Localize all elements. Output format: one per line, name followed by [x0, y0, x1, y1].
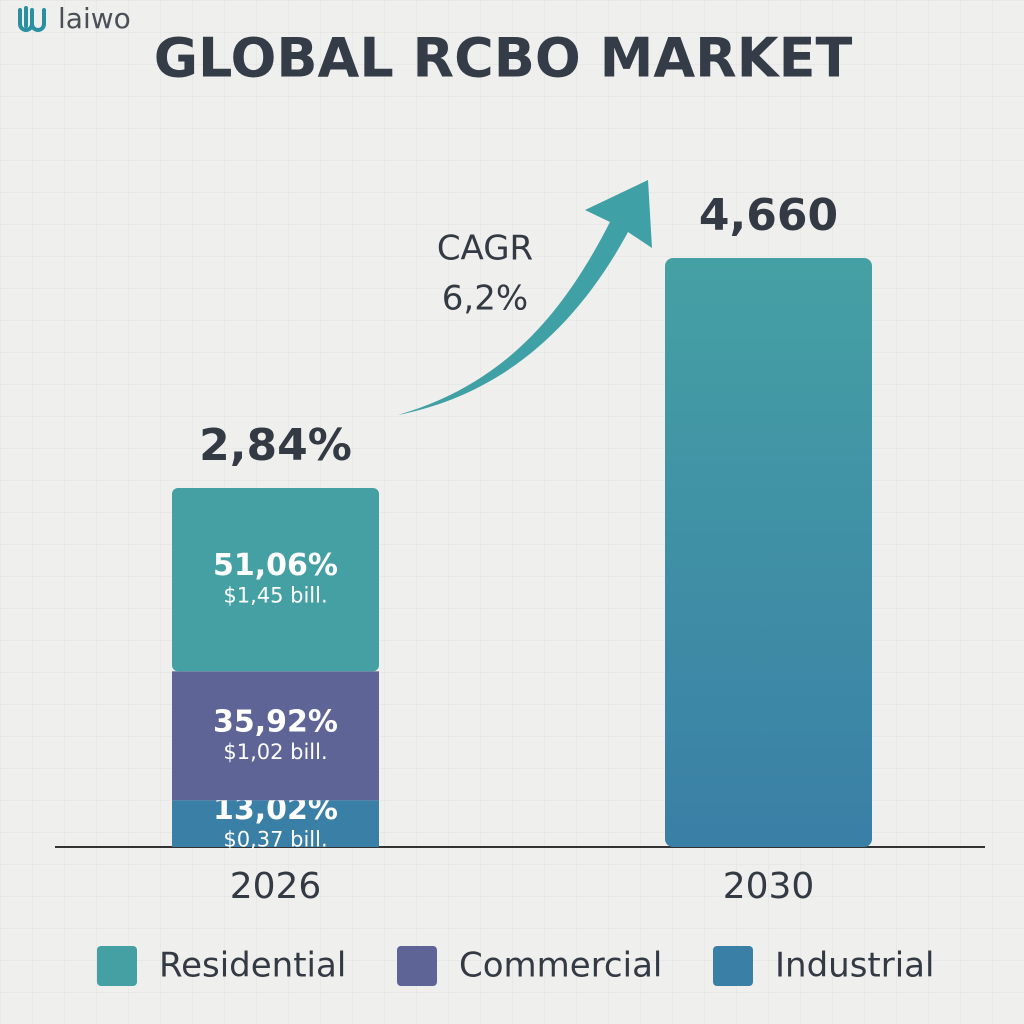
- legend-label: Industrial: [775, 946, 934, 986]
- cagr-arrow: [398, 180, 652, 415]
- annotation: CAGR: [437, 229, 533, 269]
- legend-swatch: [713, 946, 753, 986]
- annotation: 6,2%: [442, 279, 528, 319]
- x-tick-label: 2026: [230, 866, 322, 907]
- bar-segment: [172, 488, 379, 672]
- logo-icon: [18, 6, 46, 32]
- legend-label: Commercial: [459, 946, 662, 986]
- x-tick-label: 2030: [723, 866, 815, 907]
- bar: [665, 258, 872, 847]
- bar-segment: [172, 800, 379, 847]
- value-label: $1,02 bill.: [223, 740, 327, 764]
- share-label: 35,92%: [213, 704, 338, 739]
- value-label: $1,45 bill.: [223, 584, 327, 608]
- logo: laiwo: [58, 2, 131, 35]
- legend-swatch: [397, 946, 437, 986]
- legend-swatch: [97, 946, 137, 986]
- share-label: 51,06%: [213, 548, 338, 583]
- total-label: 2,84%: [199, 420, 352, 471]
- chart-title: GLOBAL RCBO MARKET: [154, 27, 853, 90]
- legend-label: Residential: [159, 946, 346, 986]
- total-label: 4,660: [699, 190, 838, 241]
- value-label: $0,37 bill.: [223, 828, 327, 852]
- bar-segment: [172, 671, 379, 801]
